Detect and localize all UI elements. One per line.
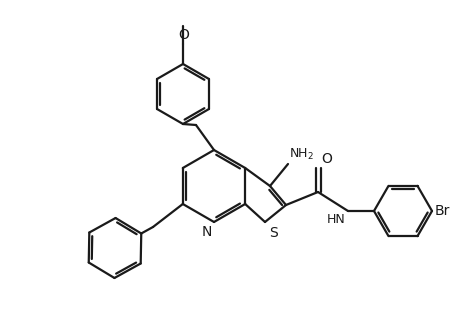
Text: O: O [321,152,332,166]
Text: N: N [202,225,212,239]
Text: Br: Br [435,204,450,218]
Text: HN: HN [327,213,346,226]
Text: O: O [179,28,189,42]
Text: S: S [269,226,278,240]
Text: NH$_2$: NH$_2$ [289,147,314,162]
